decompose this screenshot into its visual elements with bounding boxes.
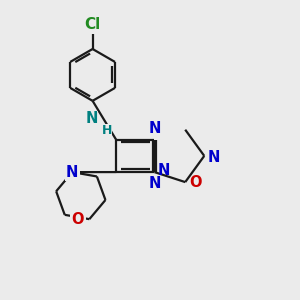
Text: N: N: [158, 163, 170, 178]
Text: O: O: [189, 175, 202, 190]
Text: O: O: [72, 212, 84, 227]
Text: N: N: [85, 111, 98, 126]
Text: N: N: [66, 165, 78, 180]
Text: Cl: Cl: [85, 17, 101, 32]
Text: H: H: [102, 124, 112, 137]
Text: N: N: [149, 121, 161, 136]
Text: N: N: [149, 176, 161, 191]
Text: N: N: [208, 150, 220, 165]
